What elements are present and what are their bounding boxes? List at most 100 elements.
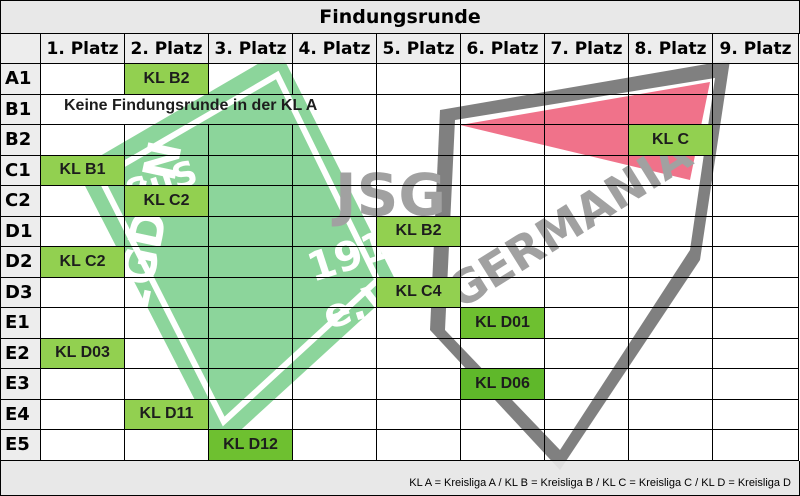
- grid-cell: [461, 430, 545, 461]
- grid-cell: [545, 186, 629, 217]
- grid-cell: [377, 338, 461, 369]
- grid-cell: [713, 94, 799, 125]
- grid-cell: [125, 216, 209, 247]
- grid-cell: [293, 125, 377, 156]
- grid-cell: [629, 277, 713, 308]
- table-footer: KL A = Kreisliga A / KL B = Kreisliga B …: [0, 461, 800, 496]
- grid-cell: [629, 369, 713, 400]
- grid-cell: [209, 64, 293, 95]
- grid-cell: [545, 94, 629, 125]
- grid-cell: [545, 155, 629, 186]
- grid-cell: [461, 155, 545, 186]
- grid-cell: [125, 308, 209, 339]
- row-label: C2: [0, 186, 41, 217]
- grid-cell: [629, 216, 713, 247]
- column-header: 1. Platz: [41, 34, 125, 64]
- grid-cell: [209, 277, 293, 308]
- grid-cell: [461, 186, 545, 217]
- grid-cell: [125, 430, 209, 461]
- grid-cell: [293, 338, 377, 369]
- grid-cell: [545, 247, 629, 278]
- grid-cell: [377, 399, 461, 430]
- league-legend: KL A = Kreisliga A / KL B = Kreisliga B …: [409, 477, 791, 489]
- grid-cell: [293, 277, 377, 308]
- grid-cell: [209, 369, 293, 400]
- column-header: 9. Platz: [713, 34, 799, 64]
- grid-cell: [629, 308, 713, 339]
- grid-cell: [629, 247, 713, 278]
- grid-cell: [461, 125, 545, 156]
- grid-cell: [209, 95, 293, 125]
- grid-cell: [713, 277, 799, 308]
- grid-cell: [713, 186, 799, 217]
- grid-cell: [629, 155, 713, 186]
- placement-entry: KL D12: [209, 430, 293, 461]
- table-title: Findungsrunde: [0, 0, 800, 34]
- grid-cell: [125, 369, 209, 400]
- placement-entry: KL C4: [377, 277, 461, 308]
- grid-cell: [545, 430, 629, 461]
- grid-cell: [461, 94, 545, 125]
- grid-cell: [461, 399, 545, 430]
- row-label: E5: [0, 430, 41, 461]
- column-header: 8. Platz: [629, 34, 713, 64]
- grid-cell: [209, 186, 293, 217]
- grid-cell: [629, 399, 713, 430]
- grid-cell: [125, 125, 209, 156]
- grid-cell: [41, 186, 125, 217]
- row-label: B2: [0, 125, 41, 156]
- grid-cell: [125, 247, 209, 278]
- grid-cell: [209, 155, 293, 186]
- grid-cell: [545, 399, 629, 430]
- row-label: E3: [0, 369, 41, 400]
- grid-cell: [293, 186, 377, 217]
- grid-cell: [209, 216, 293, 247]
- grid-cell: [293, 247, 377, 278]
- grid-cell: [293, 94, 377, 125]
- row-label: E4: [0, 399, 41, 430]
- grid-cell: [545, 369, 629, 400]
- grid-cell: [377, 125, 461, 156]
- row-label: D1: [0, 216, 41, 247]
- grid-cell: [377, 94, 461, 125]
- column-header: 5. Platz: [377, 34, 461, 64]
- grid-cell: [41, 64, 125, 95]
- grid-cell: [461, 64, 545, 95]
- placement-entry: KL C: [629, 125, 713, 156]
- grid-cell: [293, 155, 377, 186]
- grid-cell: [545, 338, 629, 369]
- placement-entry: KL B2: [125, 64, 209, 95]
- grid-cell: [713, 216, 799, 247]
- grid-cell: [629, 64, 713, 95]
- grid-cell: [545, 216, 629, 247]
- grid-cell: [209, 338, 293, 369]
- grid-cell: [209, 308, 293, 339]
- grid-cell: [293, 430, 377, 461]
- grid-cell: [41, 95, 125, 125]
- row-label: B1: [0, 94, 41, 125]
- column-header: 7. Platz: [545, 34, 629, 64]
- grid-cell: [41, 277, 125, 308]
- grid-cell: [629, 94, 713, 125]
- grid-cell: [545, 277, 629, 308]
- grid-cell: [545, 308, 629, 339]
- placement-entry: KL C2: [41, 247, 125, 278]
- grid-cell: [713, 369, 799, 400]
- grid-cell: [293, 64, 377, 95]
- grid-cell: [713, 125, 799, 156]
- grid-cell: [125, 338, 209, 369]
- grid-cell: [377, 186, 461, 217]
- grid-cell: [377, 247, 461, 278]
- grid-cell: [41, 430, 125, 461]
- grid-cell: [125, 277, 209, 308]
- grid-cell: [713, 64, 799, 95]
- placement-entry: KL B1: [41, 155, 125, 186]
- grid-cell: [209, 125, 293, 156]
- grid-cell: [377, 155, 461, 186]
- grid-cell: [713, 247, 799, 278]
- placement-entry: KL D01: [461, 308, 545, 339]
- grid-cell: [629, 430, 713, 461]
- grid-cell: [293, 369, 377, 400]
- placement-entry: KL D03: [41, 338, 125, 369]
